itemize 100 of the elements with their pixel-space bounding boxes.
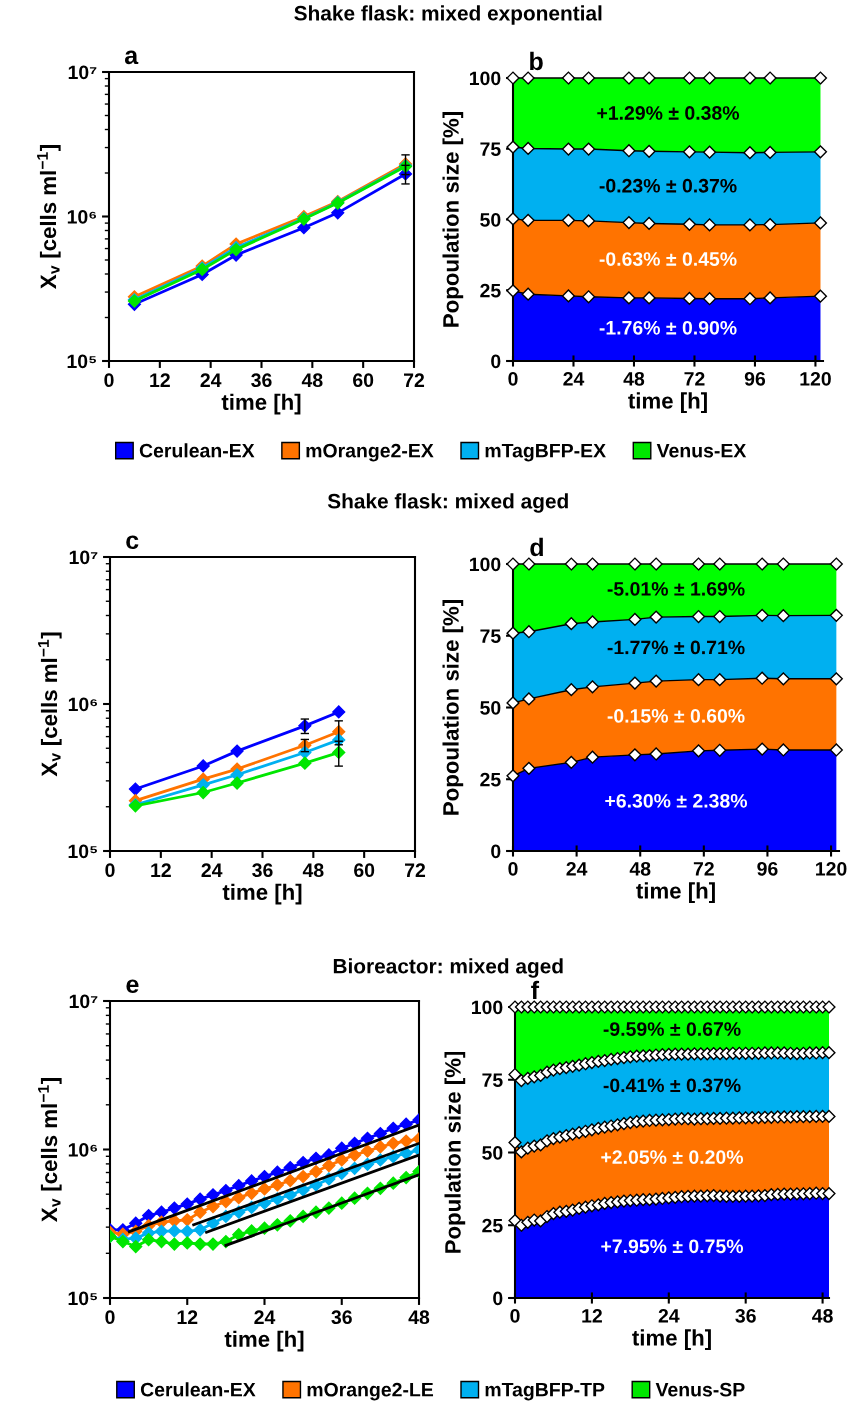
y-tick-label: 10⁶ <box>68 697 98 712</box>
annotation: +2.05% ± 0.20% <box>601 1150 744 1164</box>
x-tick-label: 12 <box>582 1308 602 1323</box>
y-tick-label: 50 <box>480 700 501 715</box>
x-tick-label: 120 <box>816 861 847 876</box>
x-tick-label: 24 <box>201 863 223 877</box>
x-axis-title: time [h] <box>221 393 301 415</box>
annotation: -9.59% ± 0.67% <box>603 1022 741 1036</box>
x-tick-label: 72 <box>404 373 425 387</box>
annotation: +6.30% ± 2.38% <box>605 793 748 808</box>
x-tick-label: 48 <box>301 373 323 388</box>
y-tick-label: 10⁵ <box>68 844 97 859</box>
y-tick-label: 10⁵ <box>67 354 96 369</box>
x-tick-label: 0 <box>105 1310 115 1325</box>
annotation: -0.23% ± 0.37% <box>599 178 737 193</box>
y-tick-label: 25 <box>480 772 501 787</box>
x-tick-label: 36 <box>331 1310 352 1325</box>
x-tick-label: 60 <box>353 373 374 388</box>
x-tick-label: 96 <box>744 371 766 386</box>
y-axis-title: X$_{v}$ [cells ml$^{−1}$] <box>38 1078 62 1222</box>
y-axis-title: Popoulation size [%] <box>442 600 464 815</box>
x-tick-label: 120 <box>800 371 831 386</box>
x-tick-label: 24 <box>200 373 222 387</box>
y-tick-label: 75 <box>480 629 501 643</box>
x-tick-label: 12 <box>151 863 171 877</box>
y-tick-label: 50 <box>480 212 501 227</box>
annotation: -1.76% ± 0.90% <box>599 320 737 335</box>
x-tick-label: 0 <box>508 861 518 876</box>
y-tick-label: 75 <box>480 142 501 156</box>
y-tick-label: 10⁷ <box>68 65 97 80</box>
x-tick-label: 48 <box>812 1308 833 1323</box>
x-tick-label: 72 <box>693 861 714 876</box>
x-tick-label: 60 <box>354 863 375 878</box>
chart-title: Bioreactor: mixed aged <box>333 958 563 978</box>
x-tick-label: 48 <box>623 371 645 386</box>
chart-subtitle: f <box>531 980 540 999</box>
y-tick-label: 100 <box>469 557 501 572</box>
y-axis-title: X$_{v}$ [cells ml$^{−1}$] <box>38 632 62 777</box>
x-tick-label: 72 <box>684 371 705 386</box>
y-tick-label: 50 <box>482 1145 503 1160</box>
x-axis-title: time [h] <box>632 1329 711 1351</box>
legend-label: mOrange2-LE <box>307 1382 434 1401</box>
x-tick-label: 0 <box>104 373 114 388</box>
chart-subtitle: a <box>124 50 139 65</box>
x-axis-title: time [h] <box>224 1330 304 1352</box>
legend-label: mTagBFP-EX <box>485 443 606 462</box>
legend-label: Cerulean-EX <box>140 1382 256 1397</box>
y-tick-label: 25 <box>482 1218 503 1233</box>
y-axis-title: X$_{v}$ [cells ml$^{−1}$] <box>37 145 61 289</box>
y-tick-label: 100 <box>469 71 501 86</box>
x-tick-label: 0 <box>510 1308 520 1323</box>
y-tick-label: 100 <box>471 1000 503 1015</box>
legend-label: Cerulean-EX <box>139 443 255 458</box>
chart-subtitle: e <box>126 979 139 994</box>
x-tick-label: 48 <box>302 863 324 878</box>
y-tick-label: 10⁵ <box>68 1291 97 1306</box>
y-tick-label: 0 <box>491 844 501 859</box>
x-axis-title: time [h] <box>222 883 302 905</box>
annotation: -0.15% ± 0.60% <box>607 709 745 723</box>
annotation: +1.29% ± 0.38% <box>597 106 740 120</box>
x-tick-label: 24 <box>254 1310 276 1324</box>
y-tick-label: 10⁷ <box>69 994 98 1009</box>
y-axis-title: Population size [%] <box>444 1051 466 1253</box>
x-tick-label: 96 <box>757 861 778 876</box>
x-tick-label: 72 <box>405 863 426 877</box>
annotation: -0.41% ± 0.37% <box>603 1078 741 1093</box>
chart-subtitle: d <box>530 537 543 557</box>
legend-label: mOrange2-EX <box>306 443 434 462</box>
chart-title: Shake flask: mixed aged <box>327 493 568 513</box>
x-tick-label: 24 <box>566 861 588 876</box>
legend-label: Venus-EX <box>656 443 747 458</box>
chart-subtitle: b <box>530 51 543 71</box>
x-tick-label: 36 <box>252 863 273 878</box>
legend-label: mTagBFP-TP <box>485 1382 605 1401</box>
annotation: -5.01% ± 1.69% <box>607 582 745 596</box>
annotation: +7.95% ± 0.75% <box>601 1239 744 1254</box>
x-tick-label: 0 <box>508 371 518 386</box>
x-axis-title: time [h] <box>636 882 715 904</box>
y-tick-label: 0 <box>491 354 501 369</box>
annotation: -1.77% ± 0.71% <box>607 640 745 655</box>
chart-title: Shake flask: mixed exponential <box>294 5 602 25</box>
y-tick-label: 10⁶ <box>68 1142 98 1157</box>
x-tick-label: 24 <box>563 371 585 386</box>
y-tick-label: 10⁶ <box>67 209 97 224</box>
y-tick-label: 75 <box>482 1073 503 1087</box>
y-axis-title: Popoulation size [%] <box>442 112 464 327</box>
legend-label: Venus-SP <box>655 1382 745 1397</box>
y-tick-label: 0 <box>493 1291 503 1306</box>
x-tick-label: 0 <box>105 863 115 878</box>
x-tick-label: 12 <box>150 373 170 387</box>
chart-subtitle: c <box>126 535 139 550</box>
x-tick-label: 12 <box>177 1310 198 1324</box>
x-tick-label: 48 <box>629 861 651 876</box>
x-tick-label: 36 <box>735 1308 756 1323</box>
y-tick-label: 10⁷ <box>69 550 98 565</box>
x-tick-label: 24 <box>658 1308 680 1323</box>
y-tick-label: 25 <box>480 283 501 298</box>
x-tick-label: 36 <box>251 373 272 388</box>
x-axis-title: time [h] <box>628 392 707 414</box>
annotation: -0.63% ± 0.45% <box>599 252 737 266</box>
